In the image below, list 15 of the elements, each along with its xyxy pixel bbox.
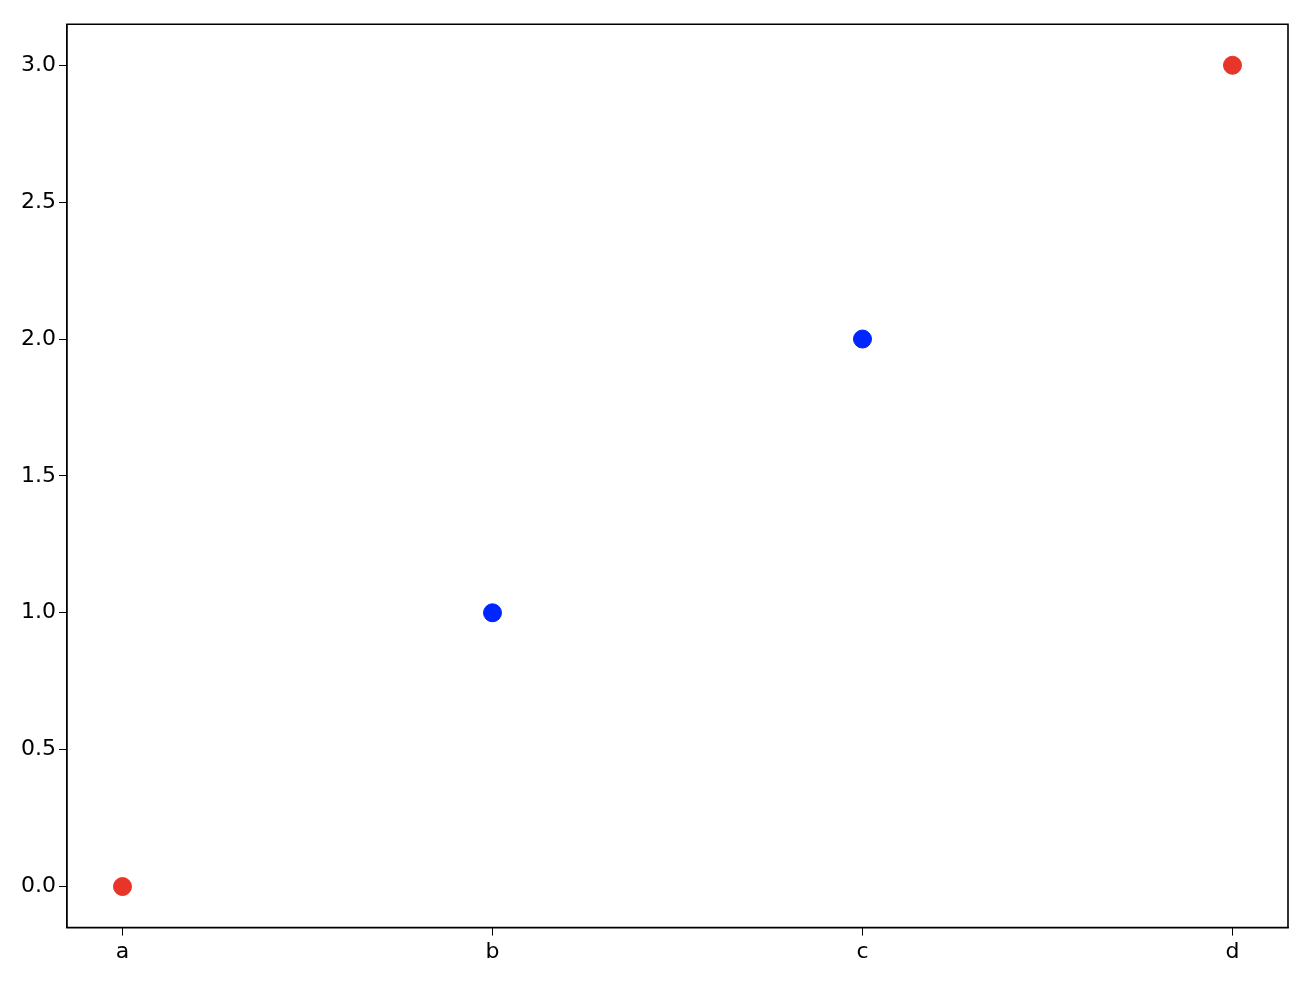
y-tick-label: 3.0 (20, 50, 56, 76)
y-tick-label: 1.0 (20, 598, 56, 624)
y-tick-label: 2.5 (20, 187, 56, 213)
point (482, 603, 502, 623)
x-tick-label: b (485, 937, 500, 963)
x-tick-label: c (856, 937, 869, 963)
point (1223, 55, 1242, 75)
y-tick-label: 2.0 (20, 324, 56, 350)
y-tick-label: 0.5 (20, 735, 56, 761)
point (853, 329, 872, 349)
x-tick-label: a (115, 937, 130, 963)
x-tick-label: d (1225, 937, 1240, 963)
y-tick-label: 1.5 (20, 461, 56, 487)
point (112, 877, 132, 897)
y-tick-label: 0.0 (20, 872, 56, 898)
